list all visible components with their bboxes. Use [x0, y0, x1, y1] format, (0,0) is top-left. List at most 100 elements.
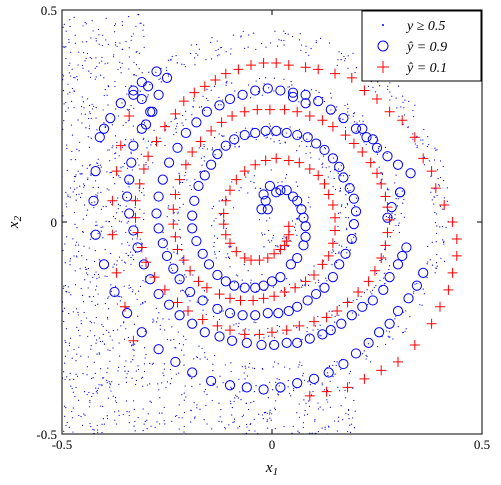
dot-point	[146, 419, 148, 421]
dot-point	[63, 430, 65, 432]
dot-point	[85, 214, 88, 216]
dot-point	[114, 23, 117, 25]
dot-point	[245, 328, 247, 330]
dot-point	[247, 46, 249, 48]
dot-point	[334, 188, 337, 191]
dot-point	[203, 419, 205, 421]
dot-point	[144, 420, 146, 422]
circle-point	[260, 195, 271, 206]
dot-point	[292, 325, 295, 327]
dot-point	[386, 187, 389, 189]
dot-point	[102, 237, 104, 239]
circle-point	[124, 208, 135, 219]
dot-point	[318, 285, 320, 287]
dot-point	[95, 76, 97, 78]
dot-point	[88, 247, 90, 249]
dot-point	[379, 259, 381, 262]
dot-point	[250, 282, 252, 284]
dot-point	[317, 315, 319, 318]
dot-point	[286, 278, 288, 280]
dot-point	[190, 409, 192, 411]
dot-point	[150, 425, 152, 427]
dot-point	[127, 370, 129, 372]
dot-point	[67, 93, 69, 95]
dot-point	[196, 356, 199, 359]
dot-point	[248, 329, 250, 331]
dot-point	[178, 428, 180, 430]
dot-point	[83, 52, 85, 54]
plus-point	[143, 151, 154, 162]
circle-point	[250, 282, 261, 293]
dot-point	[218, 250, 220, 253]
dot-point	[152, 321, 154, 323]
dot-point	[309, 206, 311, 208]
dot-point	[219, 416, 221, 418]
plus-point	[130, 195, 141, 206]
dot-point	[196, 407, 198, 409]
plus-point	[292, 106, 303, 117]
circle-point	[164, 299, 175, 310]
dot-point	[95, 37, 97, 40]
dot-point	[228, 424, 230, 426]
dot-point	[199, 171, 201, 173]
dot-point	[433, 159, 436, 161]
dot-point	[194, 178, 196, 181]
plus-point	[321, 312, 332, 323]
dot-point	[136, 198, 138, 200]
dot-point	[266, 136, 268, 138]
dot-point	[258, 413, 260, 415]
circle-point	[187, 367, 198, 378]
dot-point	[115, 264, 118, 266]
dot-point	[423, 128, 425, 131]
dot-point	[143, 212, 145, 214]
dot-point	[89, 164, 91, 166]
dot-point	[283, 39, 285, 42]
dot-point	[87, 274, 89, 276]
dot-point	[76, 255, 78, 257]
dot-point	[277, 394, 279, 396]
dot-point	[255, 321, 257, 324]
plus-point	[225, 293, 235, 304]
dot-point	[373, 286, 375, 289]
dot-point	[232, 207, 235, 209]
circle-point	[90, 166, 101, 177]
circle-point	[227, 335, 238, 346]
dot-point	[173, 251, 175, 253]
dot-point	[91, 300, 93, 303]
dot-point	[125, 307, 127, 309]
dot-point	[69, 187, 72, 189]
dot-point	[438, 185, 441, 187]
dot-point	[351, 312, 353, 314]
dot-point	[218, 200, 220, 202]
dot-point	[253, 321, 255, 323]
plus-point	[294, 157, 305, 168]
dot-point	[264, 77, 267, 79]
dot-point	[326, 399, 328, 401]
dot-point	[96, 392, 99, 394]
dot-point	[314, 420, 316, 422]
dot-point	[400, 212, 402, 215]
dot-point	[114, 218, 116, 220]
dot-point	[347, 107, 349, 110]
dot-point	[142, 376, 144, 378]
dot-point	[340, 53, 343, 55]
dot-point	[95, 224, 97, 227]
dot-point	[102, 377, 105, 379]
dot-point	[122, 322, 125, 324]
dot-point	[338, 304, 340, 307]
dot-point	[68, 342, 70, 344]
dot-point	[315, 98, 317, 100]
dot-point	[105, 205, 107, 208]
dot-point	[252, 367, 254, 369]
circle-point	[191, 117, 202, 128]
dot-point	[138, 164, 140, 166]
dot-point	[212, 315, 215, 318]
dot-point	[249, 135, 251, 138]
dot-point	[278, 140, 280, 142]
plus-layer	[107, 58, 462, 401]
dot-point	[221, 199, 224, 201]
dot-point	[235, 323, 237, 325]
dot-point	[321, 382, 323, 384]
dot-point	[299, 340, 301, 343]
dot-point	[103, 343, 106, 345]
